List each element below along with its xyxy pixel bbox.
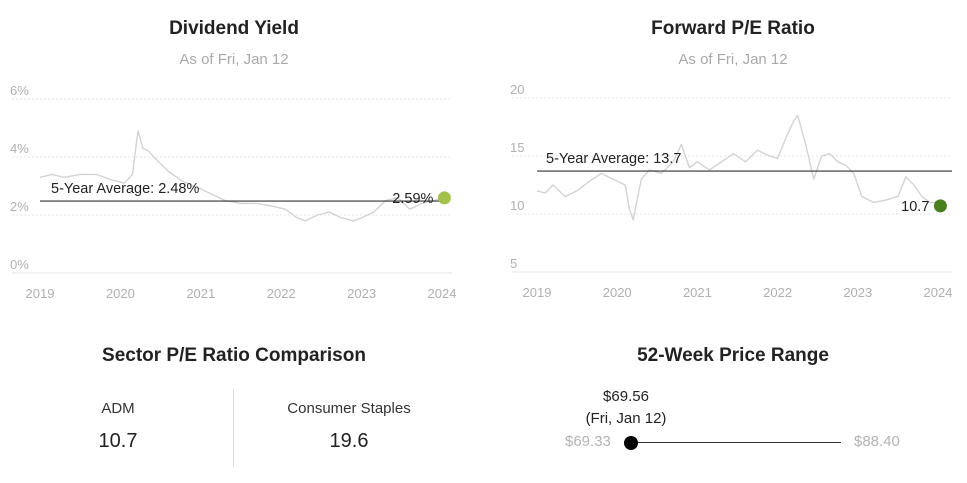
- y-tick-label: 10: [510, 198, 524, 213]
- sector-left-label: ADM: [101, 400, 135, 417]
- y-tick-label: 5: [510, 256, 517, 271]
- sector-divider: [233, 389, 234, 467]
- y-tick-label: 4%: [10, 141, 29, 156]
- range-track: [628, 442, 841, 443]
- range-high-label: $88.40: [854, 433, 900, 450]
- dividend-yield-title: Dividend Yield: [169, 18, 299, 39]
- sector-left-value: 10.7: [98, 430, 138, 452]
- y-tick-label: 6%: [10, 83, 29, 98]
- x-tick-label: 2022: [267, 286, 296, 301]
- y-tick-label: 20: [510, 82, 524, 97]
- current-value-marker: [437, 191, 451, 205]
- forward-pe-subtitle: As of Fri, Jan 12: [678, 51, 788, 68]
- range-low-label: $69.33: [565, 433, 611, 450]
- sector-right-value: 19.6: [329, 430, 369, 452]
- current-value-marker: [933, 199, 947, 213]
- current-value-label: 10.7: [901, 199, 929, 215]
- current-price-date: (Fri, Jan 12): [585, 410, 667, 427]
- x-tick-label: 2020: [106, 286, 135, 301]
- forward-pe-title: Forward P/E Ratio: [651, 18, 815, 39]
- y-tick-label: 15: [510, 140, 524, 155]
- y-tick-label: 0%: [10, 257, 29, 272]
- x-tick-label: 2023: [347, 286, 376, 301]
- x-tick-label: 2024: [924, 285, 953, 300]
- x-tick-label: 2021: [683, 285, 712, 300]
- average-label: 5-Year Average: 13.7: [546, 151, 681, 167]
- series-line: [536, 114, 938, 221]
- x-tick-label: 2019: [523, 285, 552, 300]
- x-tick-label: 2020: [603, 285, 632, 300]
- x-tick-label: 2023: [843, 285, 872, 300]
- x-tick-label: 2022: [763, 285, 792, 300]
- y-tick-label: 2%: [10, 199, 29, 214]
- current-price-label: $69.56: [603, 388, 649, 405]
- average-label: 5-Year Average: 2.48%: [51, 181, 199, 197]
- dividend-yield-subtitle: As of Fri, Jan 12: [179, 51, 289, 68]
- x-tick-label: 2024: [428, 286, 457, 301]
- current-value-label: 2.59%: [392, 191, 433, 207]
- price-range-title: 52-Week Price Range: [637, 345, 829, 366]
- x-tick-label: 2019: [26, 286, 55, 301]
- range-current-marker: [623, 436, 638, 450]
- sector-right-label: Consumer Staples: [287, 400, 411, 417]
- sector-comparison-title: Sector P/E Ratio Comparison: [102, 345, 366, 366]
- x-tick-label: 2021: [186, 286, 215, 301]
